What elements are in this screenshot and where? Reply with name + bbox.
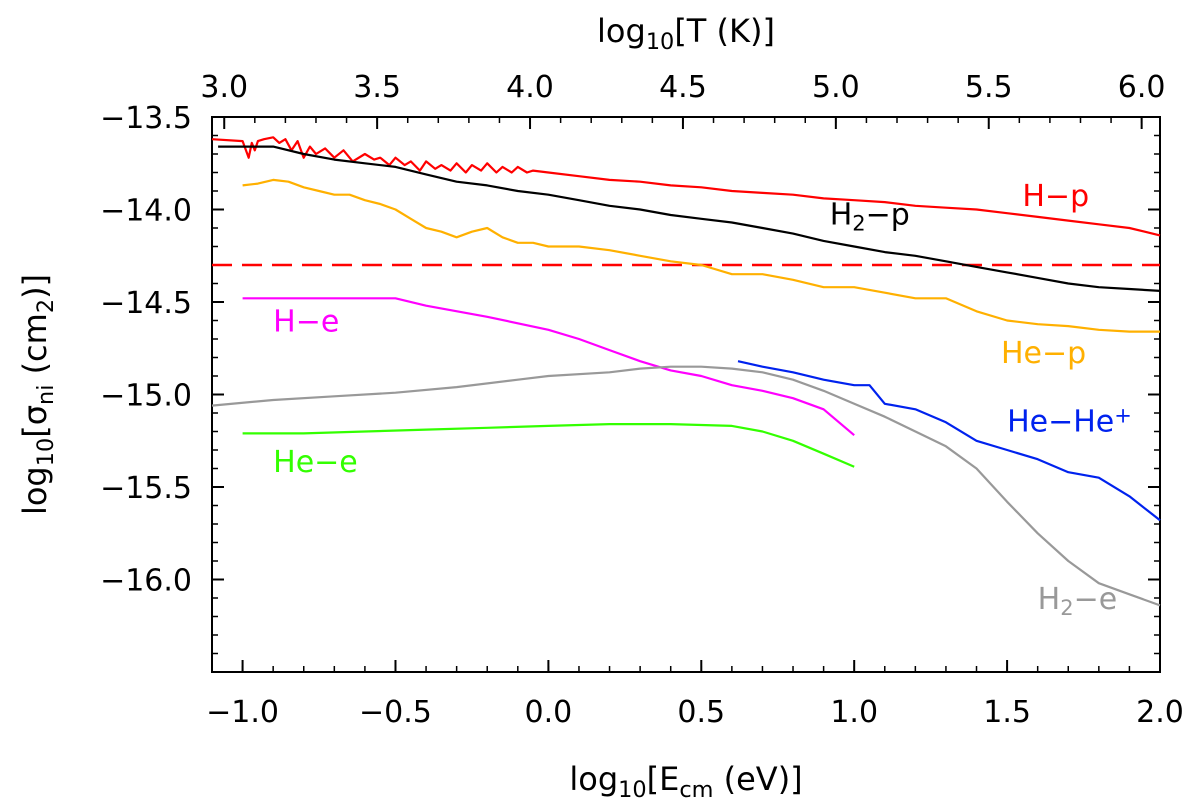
top-tick-label: 6.0: [1118, 70, 1166, 105]
subscript: 2: [33, 299, 59, 313]
top-tick-label: 3.5: [353, 70, 401, 105]
y-axis: −13.5 −14.0 −14.5 −15.0 −15.5 −16.0: [100, 101, 224, 673]
series-line-he-e: [242, 423, 855, 468]
y-axis-title: log10[σni (cm2)]: [16, 274, 59, 515]
series-label-he-heplus: He−He+: [1007, 403, 1132, 439]
y-axis-right: [1148, 116, 1160, 673]
text-segment: log: [569, 760, 618, 798]
series-line-h-p: [211, 136, 1161, 237]
label-script: 2: [852, 212, 865, 236]
series-line-he-p: [242, 178, 1160, 333]
label-text: H−e: [273, 305, 339, 340]
top-tick-label: 5.0: [812, 70, 860, 105]
y-tick-label: −15.0: [100, 379, 192, 414]
text-segment: log: [597, 12, 646, 50]
series-label-h-p: H−p: [1022, 179, 1089, 214]
subscript: 10: [646, 29, 675, 55]
x-tick-label: −1.0: [206, 695, 279, 730]
label-text: H: [1038, 582, 1061, 617]
text-segment: log: [16, 466, 54, 515]
top-axis-title: log10[T (K)]: [597, 12, 775, 55]
subscript: ni: [33, 385, 59, 405]
y-tick-label: −14.5: [100, 286, 192, 321]
series-label-h2-e: H2−e: [1038, 582, 1118, 620]
x-tick-label: −0.5: [359, 695, 432, 730]
text-segment: )]: [16, 274, 54, 299]
subscript: 10: [618, 777, 647, 803]
text-segment: [T (K)]: [674, 12, 775, 50]
series-line-h2-p: [218, 145, 1161, 292]
top-tick-label: 3.0: [200, 70, 248, 105]
series-labels: H−pH2−pHe−pH−eHe−He+H2−eHe−e: [273, 179, 1132, 621]
label-text: −e: [1074, 582, 1118, 617]
text-segment: (cm: [16, 313, 54, 384]
series-label-he-e: He−e: [273, 445, 358, 480]
y-tick-label: −15.5: [100, 471, 192, 506]
text-segment: [E: [647, 760, 680, 798]
y-tick-label: −16.0: [100, 564, 192, 599]
label-text: −p: [866, 197, 910, 232]
x-axis: −1.0 −0.5 0.0 0.5 1.0 1.5 2.0: [206, 660, 1184, 730]
label-script: +: [1114, 403, 1132, 427]
top-tick-label: 4.5: [659, 70, 707, 105]
text-segment: (eV)]: [713, 760, 802, 798]
x-tick-label: 0.5: [677, 695, 725, 730]
y-tick-label: −14.0: [100, 194, 192, 229]
top-tick-label: 4.0: [506, 70, 554, 105]
subscript: 10: [33, 438, 59, 467]
series-line-he-heplus: [737, 360, 1161, 522]
text-segment: [σ: [16, 405, 54, 438]
x-tick-label: 2.0: [1136, 695, 1184, 730]
label-text: He−p: [1001, 336, 1086, 371]
series-label-h-e: H−e: [273, 305, 339, 340]
top-tick-label: 5.5: [965, 70, 1013, 105]
y-tick-label: −13.5: [100, 101, 192, 136]
x-tick-label: 1.5: [983, 695, 1031, 730]
label-text: He−He: [1007, 405, 1114, 440]
series-lines: [211, 136, 1161, 607]
top-axis: 3.0 3.5 4.0 4.5 5.0 5.5 6.0: [200, 70, 1166, 129]
x-tick-label: 1.0: [830, 695, 878, 730]
subscript: cm: [679, 777, 713, 803]
series-label-h2-p: H2−p: [830, 197, 910, 235]
axis-titles: log10[Ecm (eV)]log10[T (K)]log10[σni (cm…: [16, 12, 803, 803]
x-tick-label: 0.0: [525, 695, 573, 730]
x-axis-title: log10[Ecm (eV)]: [569, 760, 802, 803]
label-script: 2: [1060, 596, 1073, 620]
label-text: He−e: [273, 445, 358, 480]
series-line-h-e: [242, 297, 855, 437]
label-text: H: [830, 197, 853, 232]
series-label-he-p: He−p: [1001, 336, 1086, 371]
label-text: H−p: [1022, 179, 1089, 214]
series-line-h2-e: [211, 365, 1161, 607]
